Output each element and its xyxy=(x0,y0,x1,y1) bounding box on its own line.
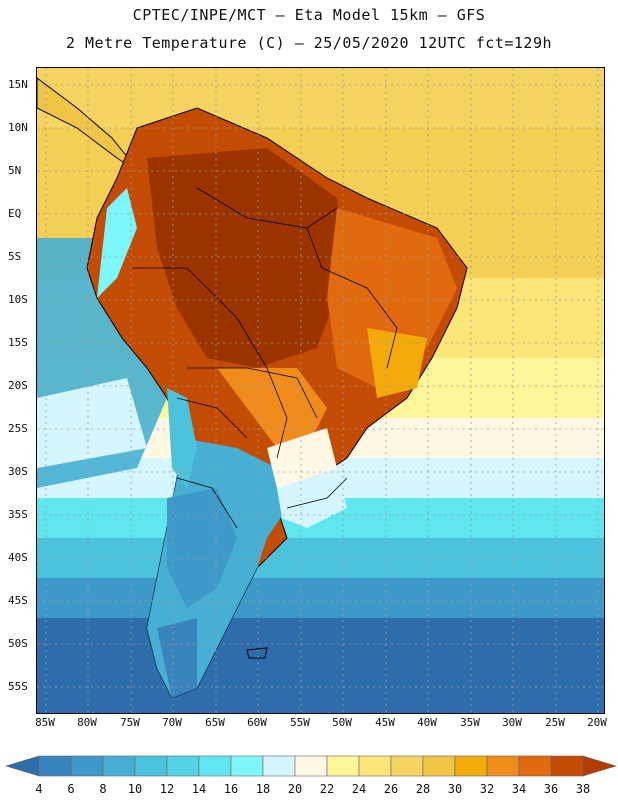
colorbar-label: 14 xyxy=(191,782,207,796)
colorbar-label: 8 xyxy=(99,782,107,796)
lat-label: 25S xyxy=(8,422,28,435)
lat-label: 15S xyxy=(8,336,28,349)
colorbar-segment xyxy=(262,755,296,777)
lat-label: 40S xyxy=(8,551,28,564)
lat-label: 55S xyxy=(8,680,28,693)
map-title-line-1: CPTEC/INPE/MCT – Eta Model 15km – GFS xyxy=(132,6,486,24)
colorbar-label: 38 xyxy=(575,782,591,796)
colorbar-segment xyxy=(390,755,424,777)
colorbar-label: 34 xyxy=(511,782,527,796)
lat-label: 10S xyxy=(8,293,28,306)
lon-label: 75W xyxy=(120,716,140,729)
colorbar-label: 6 xyxy=(67,782,75,796)
colorbar-segment xyxy=(166,755,200,777)
lon-label: 80W xyxy=(77,716,97,729)
colorbar-segment xyxy=(518,755,552,777)
lon-label: 50W xyxy=(332,716,352,729)
colorbar-segment xyxy=(102,755,136,777)
lon-label: 60W xyxy=(247,716,267,729)
colorbar-segment xyxy=(358,755,392,777)
colorbar-label: 24 xyxy=(351,782,367,796)
colorbar-label: 26 xyxy=(383,782,399,796)
lon-label: 25W xyxy=(545,716,565,729)
colorbar-label: 22 xyxy=(319,782,335,796)
colorbar-segment xyxy=(230,755,264,777)
lat-label: 20S xyxy=(8,379,28,392)
lat-label: 5S xyxy=(8,250,22,263)
map-title-line-2: 2 Metre Temperature (C) – 25/05/2020 12U… xyxy=(65,34,553,52)
lat-label: 10N xyxy=(8,121,28,134)
lat-label: 50S xyxy=(8,637,28,650)
lon-label: 45W xyxy=(375,716,395,729)
colorbar-arrow-high xyxy=(582,755,618,777)
colorbar-segment xyxy=(550,755,584,777)
colorbar-label: 20 xyxy=(287,782,303,796)
colorbar-label: 36 xyxy=(543,782,559,796)
colorbar-label: 28 xyxy=(415,782,431,796)
colorbar-label: 18 xyxy=(255,782,271,796)
colorbar-segment xyxy=(486,755,520,777)
colorbar-segment xyxy=(454,755,488,777)
colorbar-segment xyxy=(294,755,328,777)
temperature-field xyxy=(37,68,604,713)
lon-label: 30W xyxy=(502,716,522,729)
colorbar-segment xyxy=(38,755,72,777)
colorbar-segment xyxy=(70,755,104,777)
colorbar-label: 16 xyxy=(223,782,239,796)
colorbar-label: 12 xyxy=(159,782,175,796)
temperature-map xyxy=(36,67,605,714)
lon-label: 40W xyxy=(417,716,437,729)
colorbar-label: 4 xyxy=(35,782,43,796)
lon-label: 55W xyxy=(290,716,310,729)
colorbar-label: 10 xyxy=(127,782,143,796)
lat-label: 30S xyxy=(8,465,28,478)
colorbar-label: 32 xyxy=(479,782,495,796)
lon-label: 20W xyxy=(587,716,607,729)
lat-label: 5N xyxy=(8,164,22,177)
colorbar-segment xyxy=(326,755,360,777)
lat-label: 35S xyxy=(8,508,28,521)
colorbar-label: 30 xyxy=(447,782,463,796)
lat-label: 45S xyxy=(8,594,28,607)
lon-label: 65W xyxy=(205,716,225,729)
colorbar-segment xyxy=(198,755,232,777)
lon-label: 85W xyxy=(35,716,55,729)
lat-label: 15N xyxy=(8,78,28,91)
temperature-colorbar xyxy=(4,755,618,777)
lon-label: 70W xyxy=(162,716,182,729)
colorbar-arrow-low xyxy=(4,755,40,777)
colorbar-segment xyxy=(134,755,168,777)
colorbar-segment xyxy=(422,755,456,777)
lat-label: EQ xyxy=(8,207,22,220)
lon-label: 35W xyxy=(460,716,480,729)
